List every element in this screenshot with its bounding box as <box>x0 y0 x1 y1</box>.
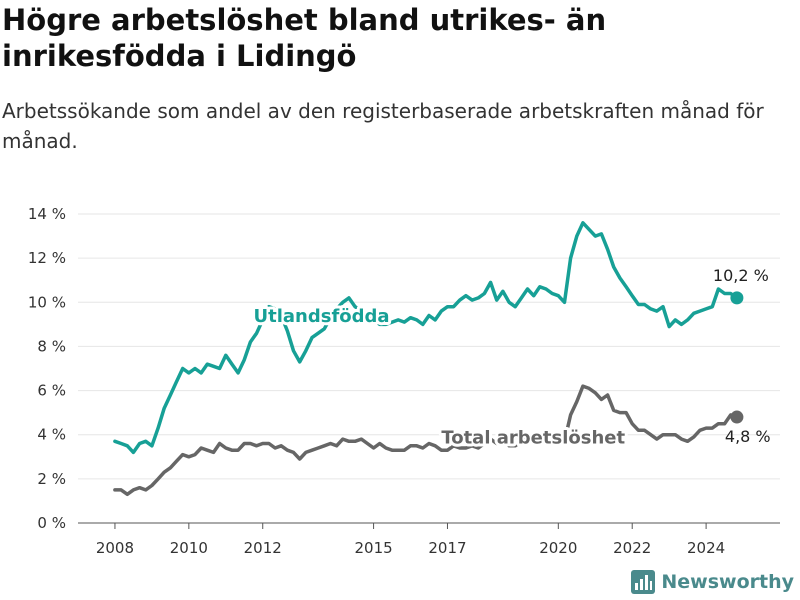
series-line <box>113 221 739 455</box>
y-tick-label: 12 % <box>28 249 66 267</box>
x-tick-label: 2012 <box>244 539 282 557</box>
gridlines <box>78 213 780 480</box>
series-layer <box>113 221 744 497</box>
x-tick-label: 2024 <box>687 539 725 557</box>
series-line <box>113 384 739 497</box>
x-axis: 2008 2010 2012 2015 2017 2020 2022 2024 <box>78 522 780 557</box>
x-tick-label: 2010 <box>170 539 208 557</box>
chart-subtitle: Arbetssökande som andel av den registerb… <box>2 99 764 153</box>
y-axis-ticks: 0 % 2 % 4 % 6 % 8 % 10 % 12 % 14 % <box>28 205 66 532</box>
series-name-label: Total arbetslöshet <box>441 428 625 449</box>
x-tick-label: 2017 <box>428 539 466 557</box>
y-tick-label: 10 % <box>28 293 66 311</box>
series-name-label: Utlandsfödda <box>254 306 390 327</box>
y-tick-label: 6 % <box>37 382 66 400</box>
chart-title: Högre arbetslöshet bland utrikes- än inr… <box>2 3 607 73</box>
y-tick-label: 2 % <box>37 470 66 488</box>
y-tick-label: 4 % <box>37 426 66 444</box>
series-end-label: 4,8 % <box>725 427 771 446</box>
x-tick-label: 2008 <box>96 539 134 557</box>
x-tick-label: 2015 <box>354 539 392 557</box>
y-tick-label: 8 % <box>37 337 66 355</box>
y-tick-label: 14 % <box>28 205 66 223</box>
brand-name: Newsworthy <box>661 571 794 593</box>
brand: Newsworthy <box>631 570 794 594</box>
series-end-point <box>730 410 744 424</box>
y-tick-label: 0 % <box>37 514 66 532</box>
x-tick-label: 2022 <box>613 539 651 557</box>
x-tick-label: 2020 <box>539 539 577 557</box>
labels-layer: 10,2 % Utlandsfödda 4,8 % Total arbetslöshe… <box>251 266 771 452</box>
bar-chart-logo-icon <box>631 570 656 594</box>
series-end-label: 10,2 % <box>713 266 769 285</box>
series-end-point <box>730 291 744 305</box>
